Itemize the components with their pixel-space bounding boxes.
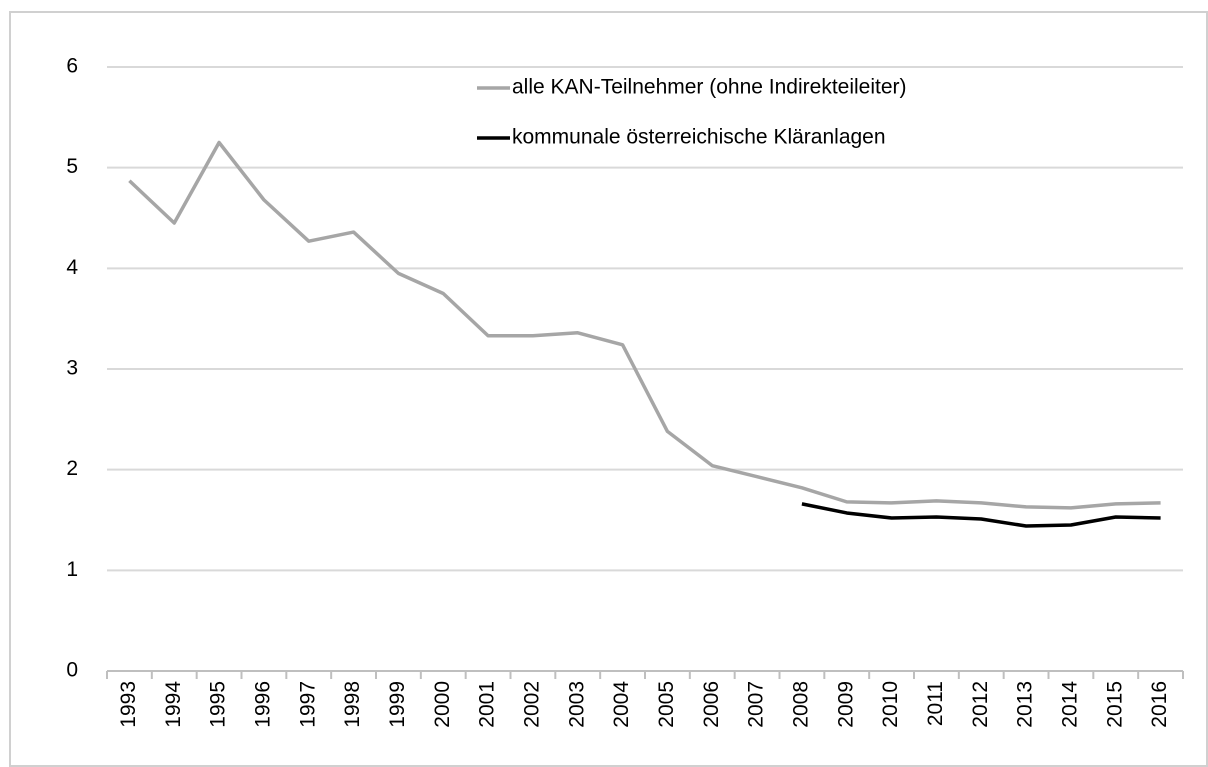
y-tick-label: 2 (66, 457, 78, 480)
x-tick-label: 2001 (476, 681, 499, 728)
x-tick-label: 2011 (924, 681, 947, 726)
x-tick-label: 1998 (341, 681, 364, 728)
x-tick-label: 1996 (251, 681, 274, 728)
y-tick-label: 5 (66, 155, 78, 178)
legend-label: kommunale österreichische Kläranlagen (512, 126, 886, 149)
series-line (128, 140, 1161, 510)
x-tick-label: 2009 (834, 681, 857, 728)
x-tick-label: 1994 (162, 681, 185, 728)
x-tick-label: 2002 (520, 681, 543, 728)
x-tick-label: 2005 (655, 681, 678, 728)
x-tick-label: 2006 (700, 681, 723, 728)
x-tick-label: 2013 (1014, 681, 1037, 728)
y-tick-label: 1 (66, 558, 78, 581)
series-line (801, 502, 1161, 528)
y-tick-label: 0 (66, 659, 78, 682)
legend-label: alle KAN-Teilnehmer (ohne Indirekteileit… (512, 76, 907, 99)
y-tick-label: 4 (66, 256, 78, 279)
y-tick-label: 6 (66, 55, 78, 78)
x-tick-label: 2003 (565, 681, 588, 728)
x-tick-label: 2015 (1103, 681, 1126, 728)
x-tick-label: 1993 (117, 681, 140, 728)
x-tick-label: 2007 (745, 681, 768, 728)
x-tick-label: 2014 (1058, 681, 1081, 728)
x-tick-label: 2008 (789, 681, 812, 728)
x-tick-label: 2004 (610, 681, 633, 728)
x-tick-label: 2016 (1148, 681, 1171, 728)
chart-frame (9, 11, 1208, 767)
x-tick-label: 1995 (207, 681, 230, 728)
x-tick-label: 2012 (969, 681, 992, 728)
x-tick-label: 2010 (879, 681, 902, 728)
x-tick-label: 1999 (386, 681, 409, 728)
y-tick-label: 3 (66, 357, 78, 380)
x-tick-label: 2000 (431, 681, 454, 728)
x-tick-label: 1997 (296, 681, 319, 728)
